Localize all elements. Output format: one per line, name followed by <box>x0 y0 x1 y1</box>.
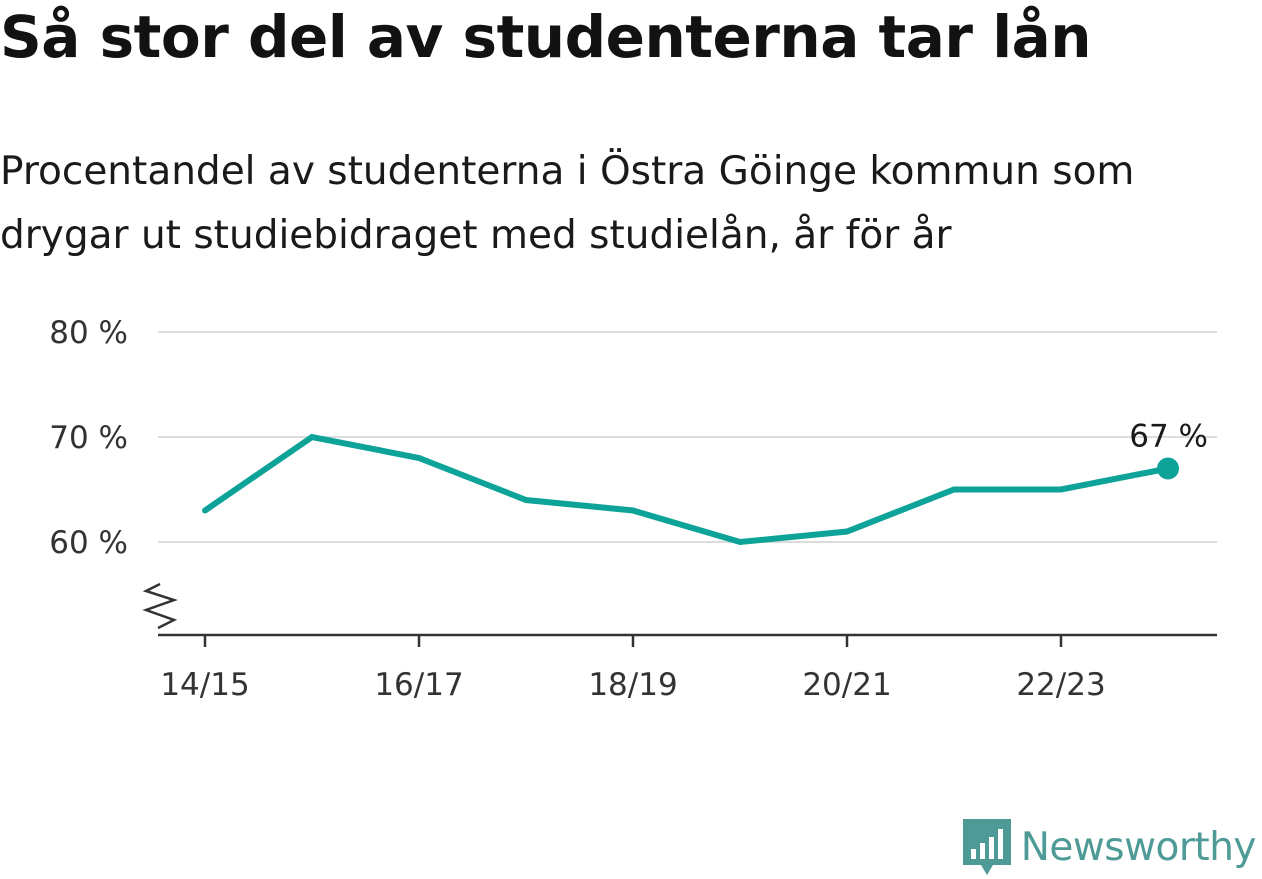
data-point <box>416 455 422 461</box>
chart-subtitle-line-1: Procentandel av studenterna i Östra Göin… <box>0 149 1135 194</box>
y-axis-tick-labels: 60 % 70 % 80 % <box>49 315 128 561</box>
data-point <box>523 497 529 503</box>
x-axis-tick-labels: 14/15 16/17 18/19 20/21 22/23 <box>160 667 1105 703</box>
x-tick-label: 16/17 <box>374 667 463 703</box>
gridlines <box>158 331 1217 543</box>
data-point <box>951 486 957 493</box>
y-tick-label: 70 % <box>49 420 128 456</box>
data-point <box>1058 486 1064 493</box>
newsworthy-logo: Newsworthy <box>962 819 1257 875</box>
chart-title: Så stor del av studenterna tar lån <box>0 3 1092 71</box>
data-point <box>309 434 315 440</box>
bar-chart-speech-bubble-icon <box>962 819 1011 875</box>
data-point <box>844 528 850 535</box>
end-point-marker <box>1157 457 1179 480</box>
data-point <box>737 539 743 545</box>
data-series: 67 % <box>202 419 1208 546</box>
data-point <box>202 507 208 514</box>
y-tick-label: 80 % <box>49 315 128 351</box>
axis-break-icon <box>142 582 178 630</box>
x-tick-label: 22/23 <box>1016 667 1105 703</box>
end-value-label: 67 % <box>1129 419 1208 455</box>
chart-subtitle: Procentandel av studenterna i Östra Göin… <box>0 140 1262 268</box>
series-line <box>203 433 1169 546</box>
brand-name: Newsworthy <box>1020 824 1257 870</box>
x-tick-label: 14/15 <box>160 667 249 703</box>
chart-subtitle-line-2: drygar ut studiebidraget med studielån, … <box>0 213 952 258</box>
data-point <box>630 507 636 514</box>
y-tick-label: 60 % <box>49 525 128 561</box>
x-tick-label: 18/19 <box>588 667 677 703</box>
x-axis <box>142 582 1217 647</box>
x-tick-label: 20/21 <box>802 667 891 703</box>
